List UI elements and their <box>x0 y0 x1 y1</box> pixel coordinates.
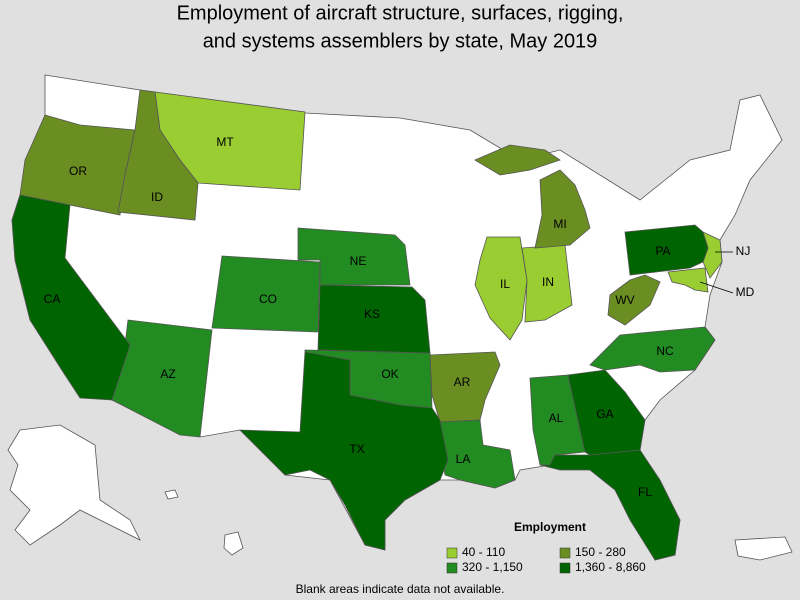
title-line: Employment of aircraft structure, surfac… <box>177 2 624 24</box>
state-label: TX <box>349 442 364 456</box>
legend-label: 150 - 280 <box>575 545 626 559</box>
state-label: FL <box>638 485 652 499</box>
legend-swatch <box>559 547 571 559</box>
state-shape <box>607 274 661 326</box>
puerto-rico <box>734 536 793 561</box>
legend-swatch <box>446 562 458 574</box>
title-line: and systems assemblers by state, May 201… <box>203 30 598 52</box>
legend: 40 - 110 150 - 280 320 - 1,150 1,360 - 8,86… <box>446 545 646 574</box>
legend-label: 40 - 110 <box>462 545 505 559</box>
state-label: AR <box>454 375 471 389</box>
state-label: MT <box>216 135 234 149</box>
state-label: CO <box>259 292 277 306</box>
state-shape <box>239 351 449 551</box>
state-shape <box>534 169 591 249</box>
note: Blank areas indicate data not available. <box>296 582 505 596</box>
legend-label: 1,360 - 8,860 <box>575 560 646 574</box>
state-label: IN <box>542 275 554 289</box>
state-label: NE <box>350 254 367 268</box>
legend-title: Employment <box>514 520 586 534</box>
state-label: WV <box>615 293 634 307</box>
state-label: NC <box>656 344 674 358</box>
state-shape <box>317 284 431 354</box>
state-label: AL <box>549 411 564 425</box>
state-label: CA <box>44 292 61 306</box>
legend-swatch <box>559 562 571 574</box>
state-shape <box>429 351 501 423</box>
state-label: KS <box>364 307 380 321</box>
state-shape <box>11 194 131 401</box>
state-label: PA <box>655 244 670 258</box>
hawaii-islands <box>164 489 179 500</box>
state-label: GA <box>596 407 613 421</box>
state-label: OK <box>381 367 398 381</box>
states: MT IL IN NJ MD OR ID MI AR WV NE CO AZ OK NC AL LA CA KS TX… <box>11 89 755 561</box>
state-shape <box>667 267 709 293</box>
legend-swatch <box>446 547 458 559</box>
state-label: IL <box>500 277 510 291</box>
state-label: AZ <box>160 367 175 381</box>
legend-label: 320 - 1,150 <box>462 560 523 574</box>
state-shape <box>211 255 321 333</box>
state-label: MD <box>736 285 755 299</box>
state-shape <box>589 326 716 373</box>
state-label: OR <box>69 164 87 178</box>
state-label: ID <box>151 190 163 204</box>
state-shape <box>624 224 709 276</box>
hawaii <box>223 531 244 556</box>
label-leader <box>699 281 734 294</box>
state-label: NJ <box>736 244 751 258</box>
state-shape <box>474 144 561 176</box>
state-label: LA <box>456 452 471 466</box>
state-shape <box>117 89 199 221</box>
state-shape <box>297 227 411 286</box>
state-label: MI <box>553 217 566 231</box>
state-shape <box>539 449 681 561</box>
alaska <box>7 424 141 546</box>
